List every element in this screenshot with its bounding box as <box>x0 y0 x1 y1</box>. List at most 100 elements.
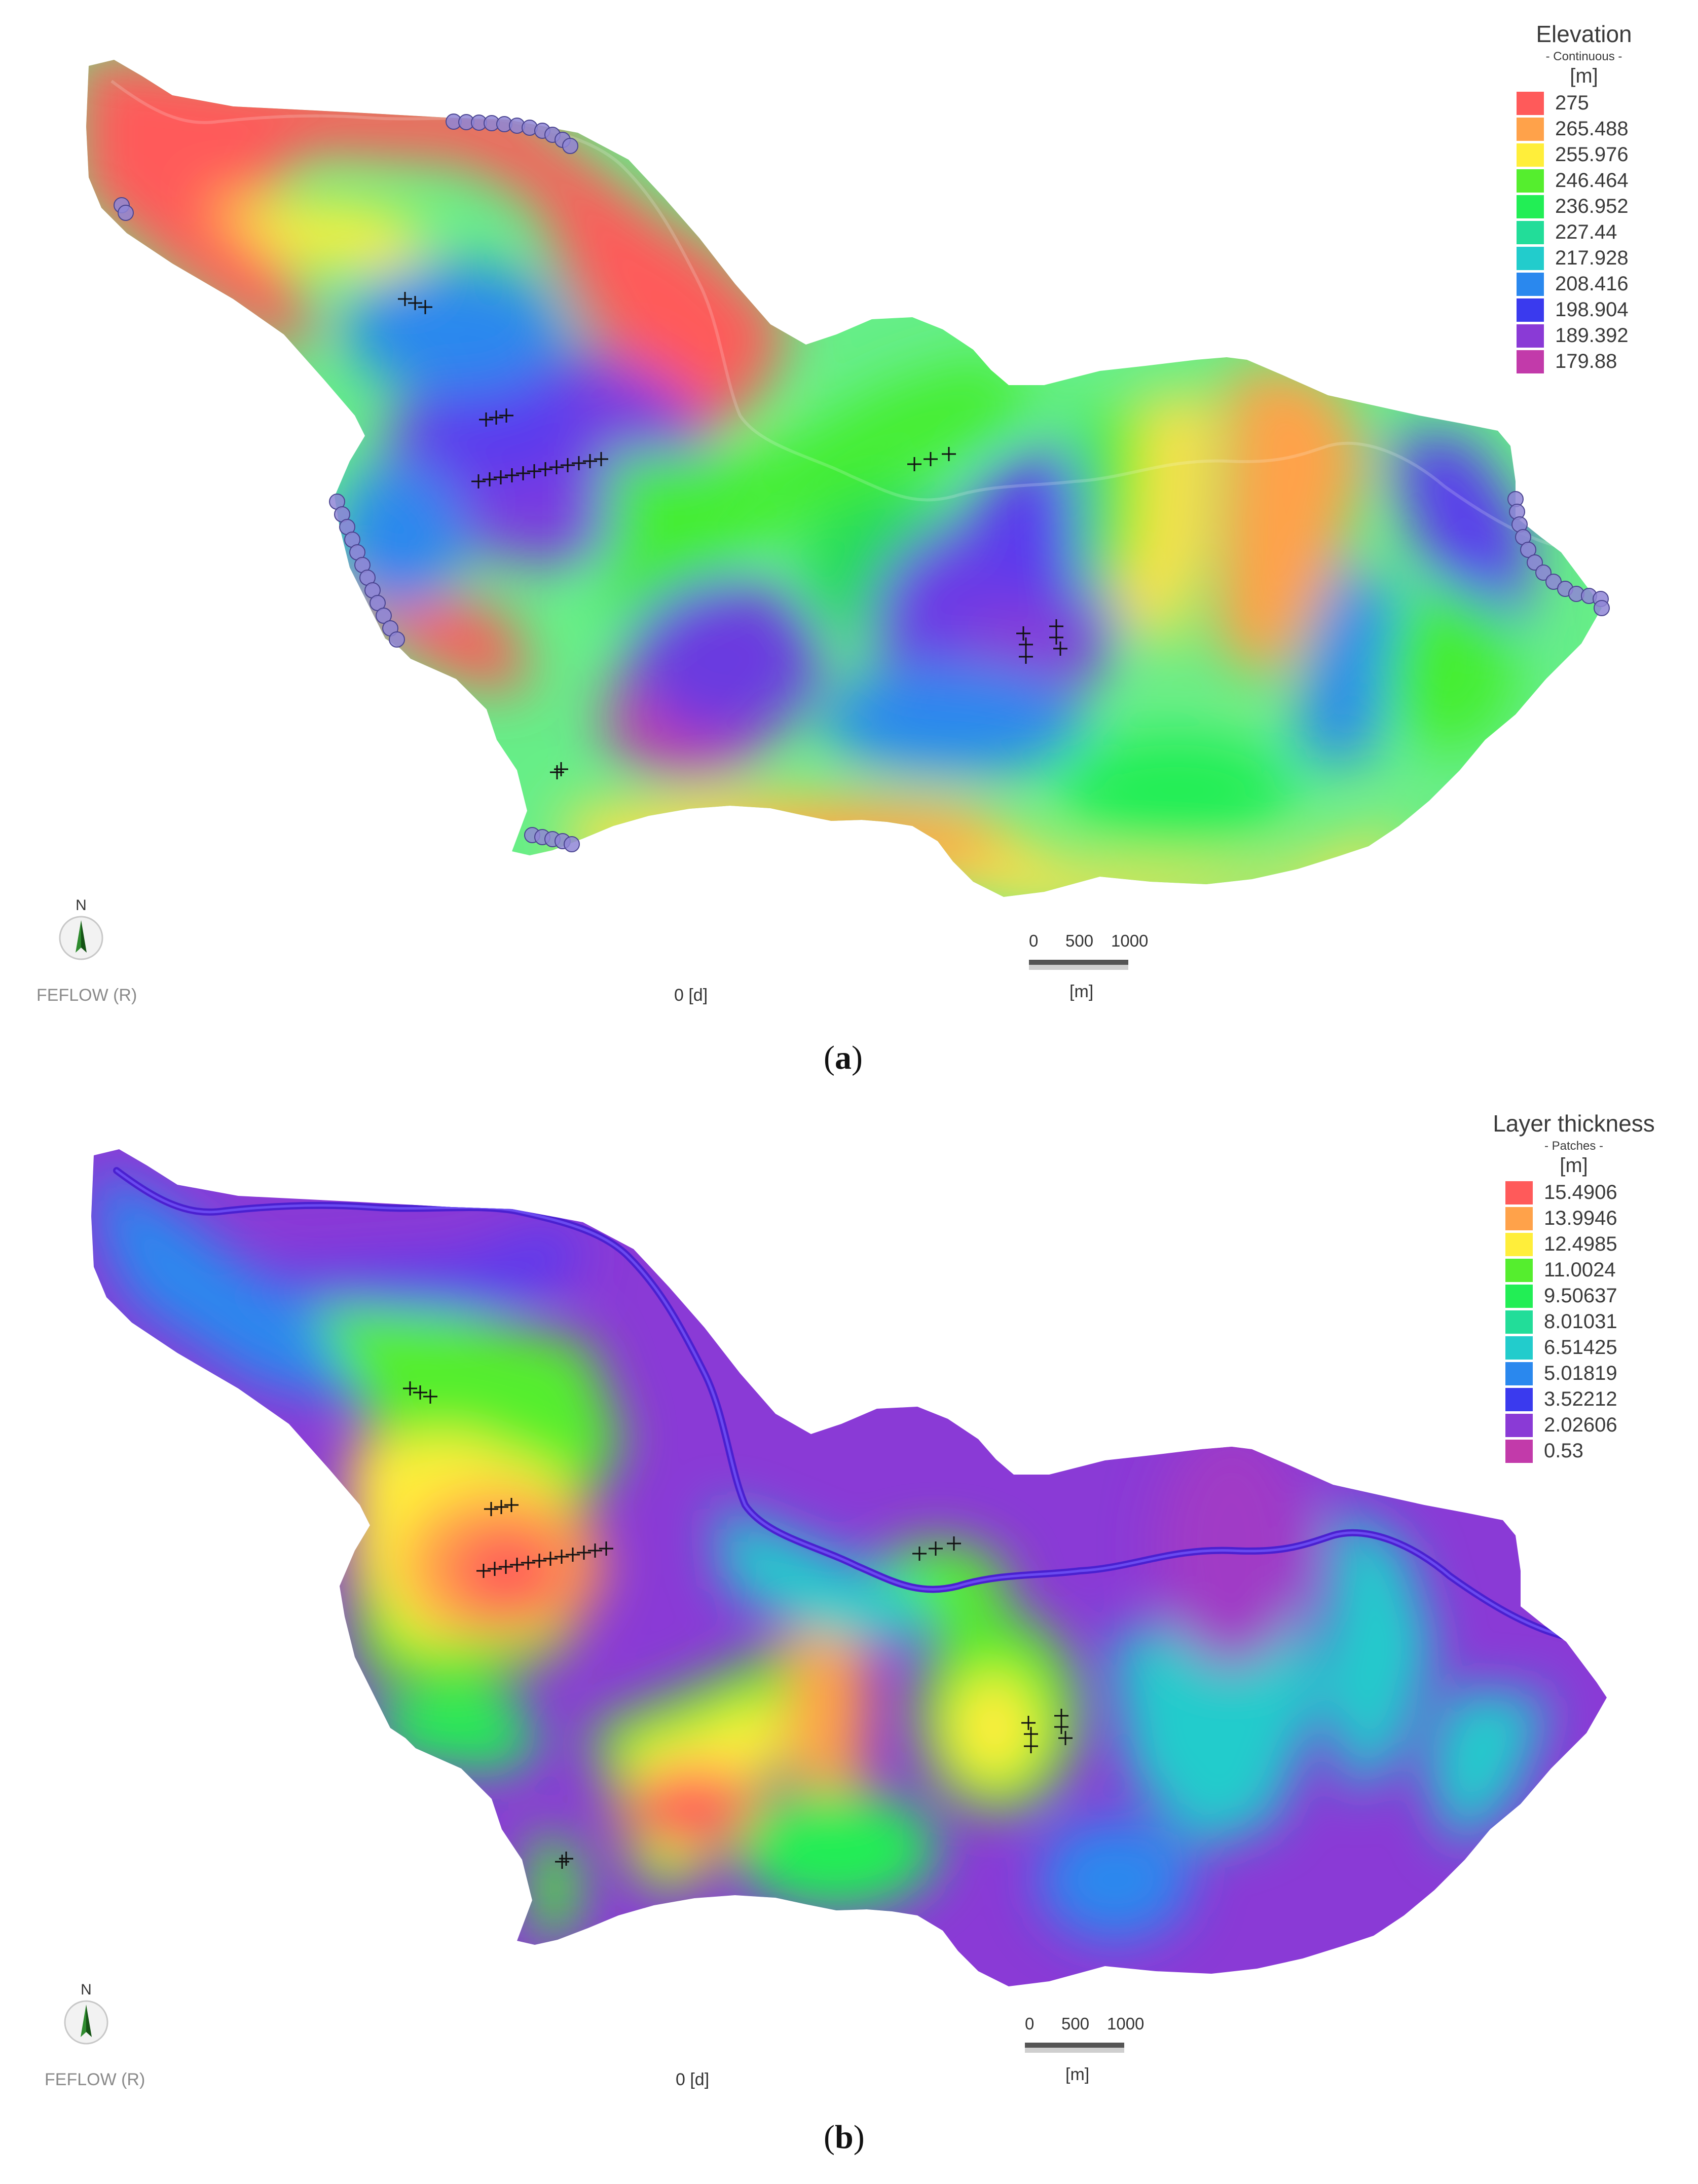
north-label: N <box>81 1981 92 1998</box>
compass-icon <box>59 916 103 960</box>
legend-label: 217.928 <box>1555 247 1629 269</box>
well-markers <box>403 1381 1073 1869</box>
north-arrow: N <box>53 897 109 973</box>
legend-swatch <box>1517 143 1544 167</box>
scale-graphic <box>1029 960 1128 970</box>
legend-swatch <box>1505 1362 1533 1385</box>
legend-entry: 217.928 <box>1517 245 1629 271</box>
boundary-nodes <box>114 114 1610 852</box>
legend-swatch <box>1517 272 1544 296</box>
legend-label: 9.50637 <box>1544 1285 1617 1307</box>
caption-open: ( <box>824 2119 835 2156</box>
legend-label: 275 <box>1555 92 1589 114</box>
compass-icon <box>64 2000 108 2045</box>
legend-title: Elevation <box>1536 21 1632 47</box>
legend-swatch <box>1517 195 1544 218</box>
scale-tick-1000: 1000 <box>1111 931 1149 950</box>
legend-entry: 11.0024 <box>1505 1257 1616 1283</box>
legend: Layer thickness - Patches - [m] 15.4906 1… <box>1480 1110 1668 1464</box>
legend-swatch <box>1505 1181 1533 1204</box>
legend-label: 12.4985 <box>1544 1233 1617 1255</box>
elevation-raster <box>86 60 1602 897</box>
legend-swatch <box>1517 91 1544 115</box>
panel-caption-a: (a) <box>824 1039 863 1077</box>
legend-swatch <box>1505 1232 1533 1256</box>
legend-entry: 265.488 <box>1517 116 1629 142</box>
legend-title: Layer thickness <box>1493 1110 1655 1137</box>
scale-tick-500: 500 <box>1065 931 1094 950</box>
legend-entry: 3.52212 <box>1505 1386 1617 1412</box>
legend-label: 246.464 <box>1555 169 1629 192</box>
panel-a: Elevation - Continuous - [m] 275 265.488 2… <box>0 0 1698 1089</box>
legend-unit: [m] <box>1560 1154 1588 1177</box>
legend-label: 227.44 <box>1555 221 1617 243</box>
legend-label: 0.53 <box>1544 1440 1583 1462</box>
time-label: 0 [d] <box>674 986 708 1005</box>
software-label: FEFLOW (R) <box>36 986 137 1005</box>
panel-b: Layer thickness - Patches - [m] 15.4906 1… <box>0 1089 1698 2184</box>
legend-label: 265.488 <box>1555 118 1629 140</box>
legend-label: 6.51425 <box>1544 1336 1617 1359</box>
legend-swatch <box>1517 169 1544 193</box>
thickness-map <box>91 1149 1607 1986</box>
legend-swatch <box>1517 246 1544 270</box>
scale-bar: 0 500 1000 [m] <box>1029 931 1171 1002</box>
legend-entry: 15.4906 <box>1505 1180 1617 1206</box>
legend-entry: 227.44 <box>1517 219 1617 245</box>
legend-label: 13.9946 <box>1544 1207 1617 1229</box>
legend-entry: 5.01819 <box>1505 1361 1617 1386</box>
scale-tick-0: 0 <box>1029 931 1039 950</box>
time-label: 0 [d] <box>676 2070 710 2089</box>
thickness-raster <box>91 1149 1607 1986</box>
legend-entry: 8.01031 <box>1505 1309 1617 1335</box>
legend-swatch <box>1505 1207 1533 1230</box>
legend-label: 2.02606 <box>1544 1414 1617 1436</box>
legend-label: 3.52212 <box>1544 1388 1617 1410</box>
legend-swatch <box>1505 1413 1533 1437</box>
caption-close: ) <box>853 2119 865 2156</box>
scale-tick-500: 500 <box>1061 2014 1090 2033</box>
legend-swatch <box>1505 1439 1533 1463</box>
legend-entry: 208.416 <box>1517 271 1629 297</box>
legend-label: 179.88 <box>1555 350 1617 372</box>
caption-letter: a <box>834 1039 852 1076</box>
legend-entry: 198.904 <box>1517 297 1629 323</box>
legend-entry: 9.50637 <box>1505 1283 1617 1309</box>
legend: Elevation - Continuous - [m] 275 265.488 2… <box>1500 20 1668 375</box>
legend-unit: [m] <box>1570 65 1598 87</box>
legend-swatch <box>1505 1284 1533 1308</box>
legend-entry: 275 <box>1517 90 1589 116</box>
legend-subtitle: - Patches - <box>1544 1139 1604 1153</box>
legend-label: 189.392 <box>1555 324 1629 347</box>
legend-entry: 6.51425 <box>1505 1335 1617 1361</box>
well-markers <box>398 292 1067 779</box>
legend-swatch <box>1505 1310 1533 1334</box>
scale-unit: [m] <box>1069 982 1094 1001</box>
caption-letter: b <box>834 2119 854 2156</box>
scale-unit: [m] <box>1065 2065 1090 2084</box>
legend-label: 8.01031 <box>1544 1310 1617 1333</box>
legend-swatch <box>1517 324 1544 348</box>
legend-entry: 12.4985 <box>1505 1231 1617 1257</box>
legend-entry: 255.976 <box>1517 142 1629 168</box>
legend-label: 5.01819 <box>1544 1362 1617 1384</box>
scale-graphic <box>1025 2043 1124 2053</box>
scale-bar: 0 500 1000 [m] <box>1025 2014 1167 2085</box>
legend-entry: 189.392 <box>1517 323 1629 349</box>
legend-entry: 236.952 <box>1517 194 1629 219</box>
legend-entry: 0.53 <box>1505 1438 1583 1464</box>
legend-entry: 13.9946 <box>1505 1206 1617 1231</box>
legend-entry: 2.02606 <box>1505 1412 1617 1438</box>
caption-open: ( <box>824 1039 835 1076</box>
legend-swatch <box>1505 1336 1533 1360</box>
legend-swatch <box>1517 298 1544 322</box>
legend-label: 11.0024 <box>1544 1259 1616 1281</box>
legend-label: 15.4906 <box>1544 1181 1617 1203</box>
legend-swatch <box>1517 350 1544 373</box>
legend-label: 255.976 <box>1555 143 1629 166</box>
legend-entry: 246.464 <box>1517 168 1629 194</box>
legend-label: 208.416 <box>1555 273 1629 295</box>
north-label: N <box>76 897 87 914</box>
legend-swatch <box>1517 117 1544 141</box>
legend-swatch <box>1505 1387 1533 1411</box>
